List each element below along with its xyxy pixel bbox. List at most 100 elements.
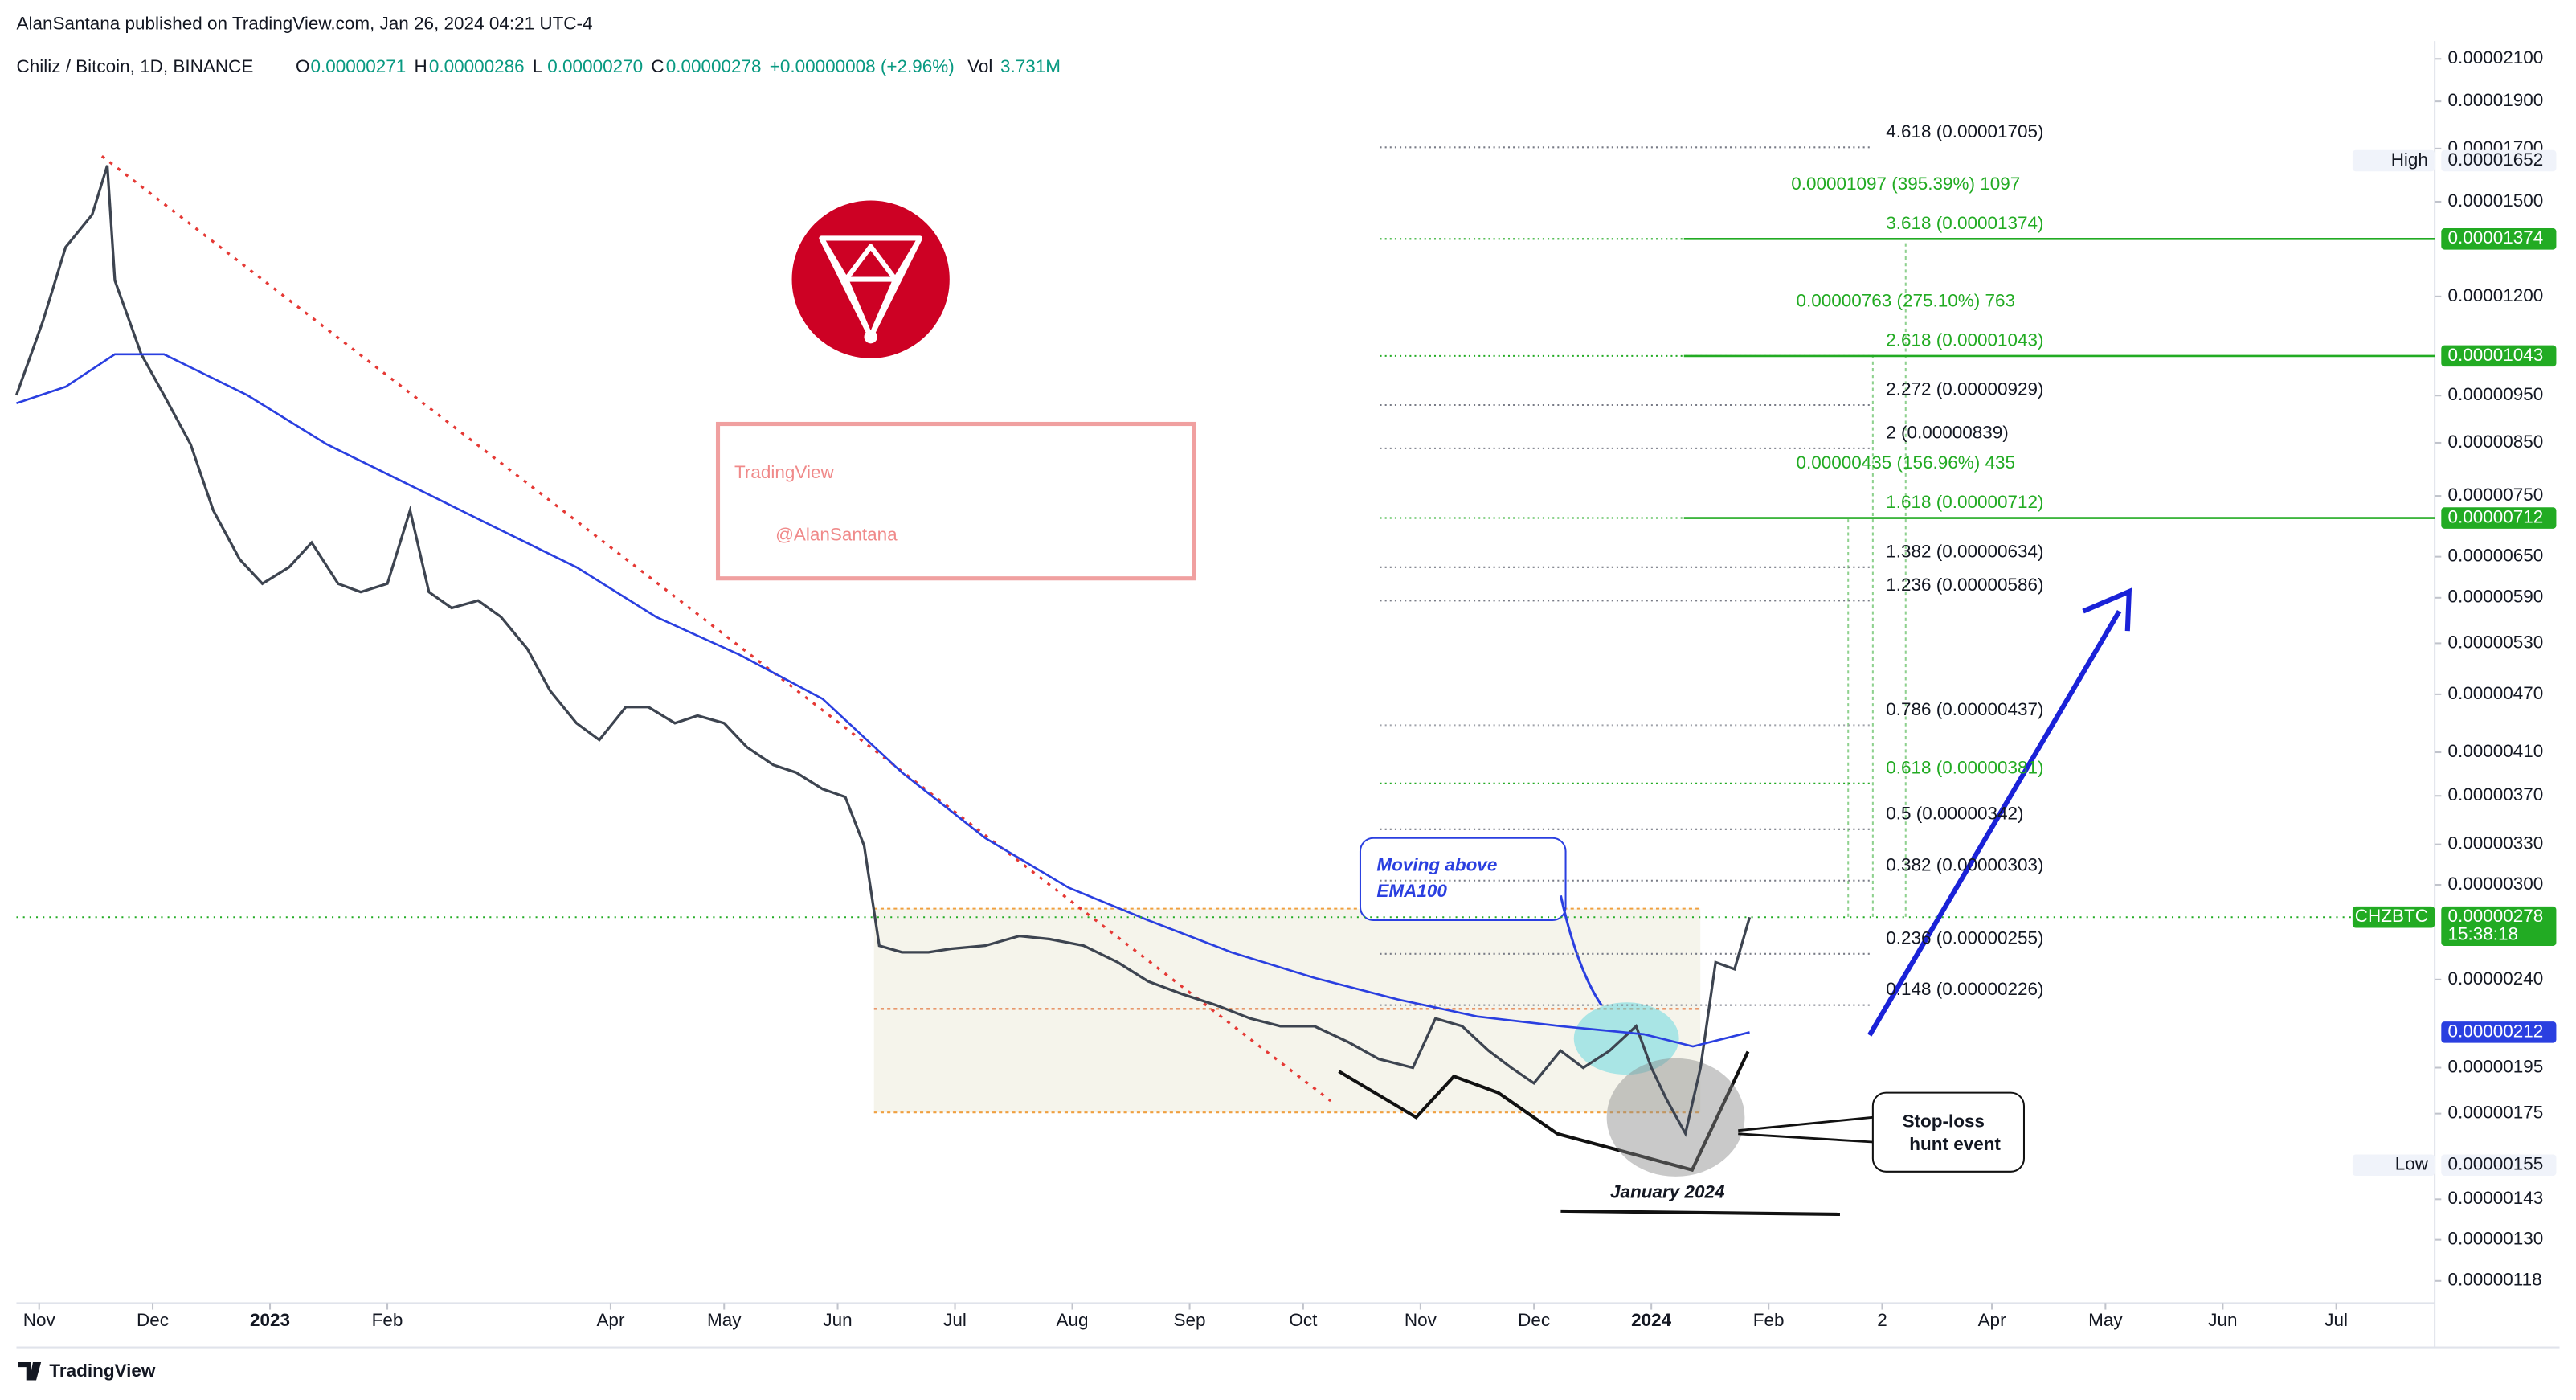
x-tick-label: Jul [2325, 1310, 2348, 1330]
period-label: January 2024 [1610, 1181, 1725, 1201]
publisher: AlanSantana published on TradingView.com… [16, 14, 592, 34]
callout-text: Moving above [1376, 854, 1497, 874]
tag-box [2352, 1154, 2435, 1177]
x-tick-label: 2023 [250, 1310, 290, 1330]
target-label: 0.00000763 (275.10%) 763 [1796, 290, 2015, 310]
price-tag-timer: 15:38:18 [2447, 924, 2518, 944]
tag-label: CHZBTC [2355, 906, 2428, 926]
price-tag-label: 0.00000155 [2447, 1154, 2543, 1174]
price-tag-label: 0.00000712 [2447, 506, 2543, 526]
chiliz-logo [791, 200, 950, 358]
target-label: 0.00001097 (395.39%) 1097 [1791, 174, 2020, 194]
x-tick-label: Sep [1174, 1310, 1206, 1330]
x-tick-label: Feb [1753, 1310, 1785, 1330]
y-tick-label: 0.00000650 [2447, 546, 2543, 566]
fib-label: 0.382 (0.00000303) [1886, 854, 2043, 874]
x-tick-label: Dec [137, 1310, 169, 1330]
y-tick-label: 0.00000143 [2447, 1188, 2543, 1208]
ohlc-label: H [414, 56, 427, 76]
x-tick-label: Dec [1518, 1310, 1550, 1330]
trendline [100, 154, 1332, 1103]
y-tick-label: 0.00000130 [2447, 1229, 2543, 1249]
fib-label: 2.618 (0.00001043) [1886, 330, 2043, 350]
x-tick-label: Oct [1289, 1310, 1318, 1330]
x-tick-label: May [2088, 1310, 2123, 1330]
price-tag [2441, 345, 2557, 367]
y-tick-label: 0.00000470 [2447, 683, 2543, 703]
period-line [1560, 1209, 1841, 1217]
change: +0.00000008 (+2.96%) [770, 56, 955, 76]
callout-pointer [1738, 1115, 1874, 1144]
x-tick-label: Aug [1057, 1310, 1089, 1330]
series-line [14, 165, 1752, 1137]
price-tag [2441, 1154, 2557, 1177]
price-tag [2441, 1021, 2557, 1043]
callout-text: Stop-loss [1903, 1111, 1985, 1131]
watermark: TradingView [734, 462, 834, 482]
ohlc-value: 0.00000278 [666, 56, 762, 76]
y-tick-label: 0.00000410 [2447, 741, 2543, 761]
x-tick-label: Apr [596, 1310, 625, 1330]
tag-label: High [2391, 149, 2428, 170]
fib-label: 0.236 (0.00000255) [1886, 927, 2043, 948]
fib-label: 1.236 (0.00000586) [1886, 575, 2043, 595]
fib-label: 3.618 (0.00001374) [1886, 213, 2043, 233]
price-tag [2441, 149, 2557, 172]
footer-brand: TradingView [49, 1361, 156, 1381]
price-tag-label: 0.00001652 [2447, 149, 2543, 170]
volume-value: 3.731M [1000, 56, 1061, 76]
y-tick-label: 0.00000330 [2447, 833, 2543, 854]
y-tick-label: 0.00000950 [2447, 384, 2543, 404]
brand-logo [18, 1361, 42, 1381]
y-tick-label: 0.00000240 [2447, 968, 2543, 989]
projection-arrows [1847, 238, 1907, 917]
price-tag-label: 0.00001043 [2447, 345, 2543, 365]
fib-label: 1.382 (0.00000634) [1886, 541, 2043, 561]
y-tick-label: 0.00001500 [2447, 190, 2543, 211]
fib-label: 0.618 (0.00000381) [1886, 757, 2043, 777]
y-tick-label: 0.00000750 [2447, 485, 2543, 505]
x-tick-label: May [707, 1310, 742, 1330]
y-tick-label: 0.00000300 [2447, 874, 2543, 894]
callout-text: EMA100 [1376, 881, 1447, 901]
y-tick-label: 0.00002100 [2447, 47, 2543, 68]
price-tag-label: 0.00000278 [2447, 906, 2543, 926]
ohlc-label: O [296, 56, 310, 76]
price-tag [2441, 906, 2557, 947]
volume-label: Vol [967, 56, 992, 76]
x-tick-label: Nov [23, 1310, 56, 1330]
price-tag-label: 0.00000212 [2447, 1021, 2543, 1041]
fib-label: 2 (0.00000839) [1886, 422, 2009, 442]
price-tag [2441, 507, 2557, 529]
callout [1871, 1091, 2026, 1173]
x-tick-label: Feb [372, 1310, 403, 1330]
price-tag [2441, 228, 2557, 250]
price-tag-label: 0.00001374 [2447, 227, 2543, 248]
ohlc-label: L [533, 56, 543, 76]
x-tick-label: Jun [2208, 1310, 2237, 1330]
target-label: 0.00000435 (156.96%) 435 [1796, 452, 2015, 473]
watermark-box [715, 421, 1197, 581]
callout-text: hunt event [1909, 1134, 2001, 1154]
range-box [873, 908, 1701, 1113]
series-line [16, 353, 1750, 1048]
ohlc-value: 0.00000270 [547, 56, 643, 76]
symbol-title: Chiliz / Bitcoin, 1D, BINANCE [16, 56, 253, 76]
y-tick-label: 0.00001900 [2447, 90, 2543, 110]
y-tick-label: 0.00000850 [2447, 432, 2543, 452]
y-tick-label: 0.00000195 [2447, 1056, 2543, 1076]
ohlc-value: 0.00000271 [310, 56, 406, 76]
arrow-head [2082, 587, 2132, 632]
x-tick-label: Jun [823, 1310, 852, 1330]
callout [1359, 837, 1567, 921]
y-tick-label: 0.00000590 [2447, 587, 2543, 607]
tag-label: Low [2395, 1154, 2429, 1174]
pattern-line [1338, 1050, 1750, 1173]
y-tick-label: 0.00000370 [2447, 784, 2543, 804]
ohlc-value: 0.00000286 [429, 56, 525, 76]
x-tick-label: 2 [1877, 1310, 1887, 1330]
watermark: @AlanSantana [775, 524, 898, 544]
ohlc-legend: O 0.00000271 H 0.00000286 L 0.00000270 C 0.0000… [296, 56, 1061, 76]
